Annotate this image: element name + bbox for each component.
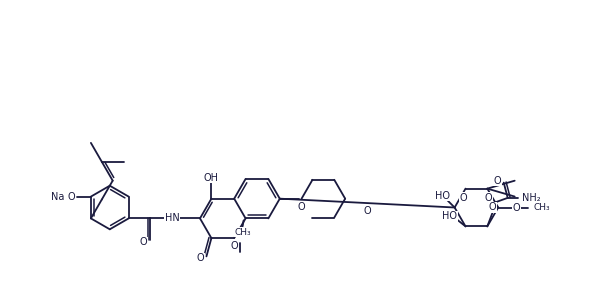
Text: O: O xyxy=(513,203,520,212)
Text: OH: OH xyxy=(204,173,219,183)
Text: O: O xyxy=(460,192,468,203)
Text: Na: Na xyxy=(50,192,64,202)
Text: O: O xyxy=(140,237,147,247)
Text: O: O xyxy=(364,206,371,216)
Text: NH₂: NH₂ xyxy=(522,193,540,203)
Text: O: O xyxy=(485,192,492,203)
Text: O: O xyxy=(230,241,238,251)
Text: O: O xyxy=(488,202,496,212)
Text: HN: HN xyxy=(165,213,179,223)
Text: CH₃: CH₃ xyxy=(534,203,550,212)
Text: O: O xyxy=(494,176,502,186)
Text: HO: HO xyxy=(442,211,457,222)
Text: O: O xyxy=(298,202,305,211)
Text: O: O xyxy=(67,192,75,202)
Text: CH₃: CH₃ xyxy=(234,228,251,237)
Text: O: O xyxy=(197,253,204,263)
Text: HO: HO xyxy=(435,191,451,201)
